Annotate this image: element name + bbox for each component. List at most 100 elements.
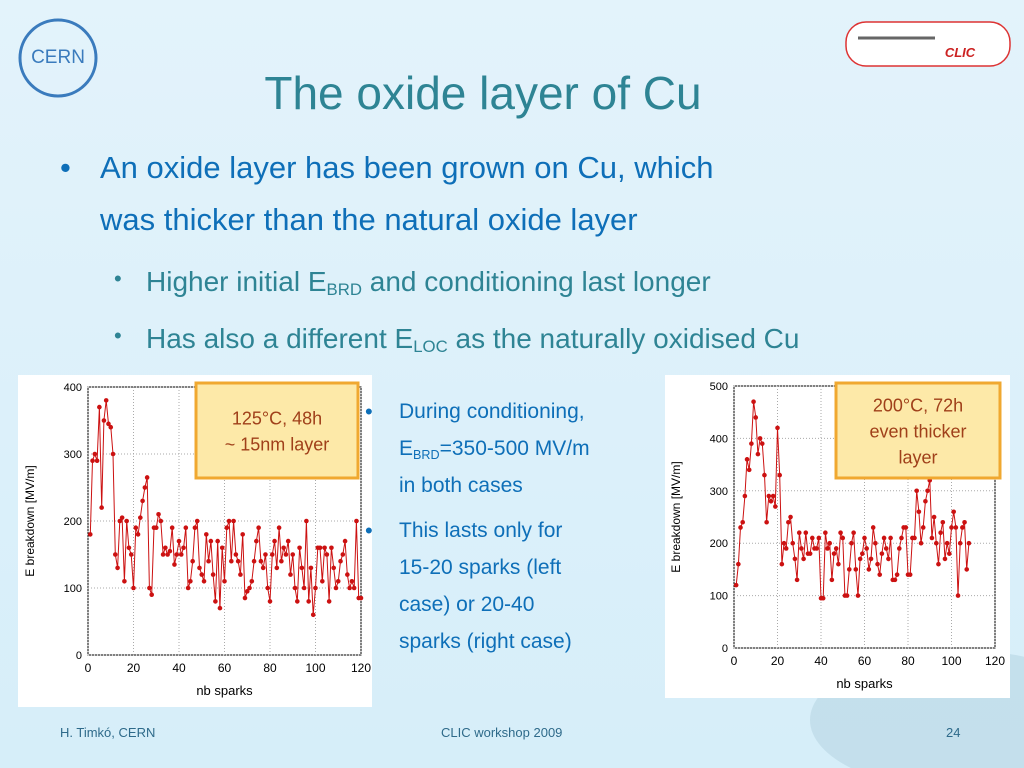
data-point — [788, 514, 793, 520]
data-point — [831, 551, 837, 556]
data-point — [110, 451, 116, 457]
data-point — [144, 475, 150, 480]
data-point — [131, 585, 136, 591]
data-point — [781, 540, 787, 546]
data-point — [936, 561, 941, 567]
data-point — [770, 493, 776, 499]
annotation: ~ 15nm layer — [225, 435, 330, 455]
x-tick-label: 20 — [771, 654, 785, 668]
data-point — [925, 488, 930, 494]
cern-logo-ring — [18, 18, 98, 98]
data-point — [792, 556, 798, 562]
sub-bullet: • Higher initial EBRD and conditioning la… — [114, 266, 711, 300]
clic-logo-text: CLIC — [945, 45, 976, 60]
data-point — [326, 599, 332, 604]
y-tick-label: 0 — [76, 650, 82, 662]
data-point — [272, 538, 277, 544]
footer-page: 24 — [946, 725, 960, 740]
data-point — [188, 579, 193, 584]
data-point — [115, 565, 120, 571]
data-point — [279, 558, 284, 564]
side-text: in both cases — [399, 467, 523, 504]
data-point — [254, 538, 259, 544]
data-point — [929, 535, 935, 541]
data-point — [251, 558, 257, 564]
sub-bullet: • Has also a different ELOC as the natura… — [114, 323, 799, 357]
data-point — [912, 535, 917, 541]
data-point — [794, 577, 800, 583]
annotation-box — [194, 381, 360, 480]
data-point — [229, 558, 234, 564]
data-point — [349, 579, 355, 584]
data-point — [849, 540, 854, 546]
data-point — [790, 540, 796, 546]
data-point — [233, 552, 239, 557]
data-point — [208, 538, 214, 544]
data-point — [814, 546, 819, 551]
x-tick-label: 40 — [172, 661, 186, 675]
data-point — [840, 535, 846, 541]
data-point — [324, 552, 330, 557]
data-point — [801, 556, 806, 562]
data-point — [97, 404, 102, 410]
data-point — [768, 498, 774, 504]
data-point — [944, 540, 950, 546]
data-point — [285, 538, 291, 544]
data-point — [870, 525, 876, 530]
data-point — [931, 514, 937, 520]
data-point — [962, 519, 967, 525]
data-point — [733, 582, 739, 588]
data-point — [875, 561, 880, 567]
data-point — [163, 545, 168, 551]
data-point — [181, 545, 186, 551]
data-point — [308, 565, 314, 571]
text: sparks (right case) — [399, 630, 572, 653]
data-point — [955, 593, 961, 598]
text: An oxide layer has been grown on Cu, whi… — [100, 150, 714, 185]
data-point — [777, 472, 782, 478]
data-point — [329, 545, 334, 551]
data-point — [860, 551, 865, 556]
data-point — [224, 525, 230, 530]
data-point — [149, 592, 154, 597]
data-point — [231, 518, 236, 524]
data-point — [766, 493, 772, 499]
y-tick-label: 200 — [64, 516, 82, 528]
data-point — [949, 525, 954, 530]
data-point — [829, 577, 835, 583]
y-tick-label: 500 — [710, 381, 728, 393]
text: and conditioning last longer — [361, 266, 711, 297]
text: H. Timkó, CERN — [60, 725, 156, 740]
side-text: 15-20 sparks (left — [399, 549, 561, 586]
data-point — [823, 530, 828, 536]
data-point — [779, 561, 785, 567]
data-point — [183, 525, 189, 530]
data-point — [101, 418, 107, 423]
data-point — [736, 561, 741, 567]
data-point — [857, 556, 863, 562]
data-point — [335, 579, 341, 584]
data-point — [825, 546, 830, 551]
x-tick-label: 100 — [305, 661, 325, 675]
y-tick-label: 400 — [64, 382, 82, 394]
text: =350-500 MV/m — [439, 437, 590, 460]
bullet: • — [365, 399, 373, 424]
y-tick-label: 100 — [710, 591, 728, 603]
data-point — [846, 567, 852, 572]
data-point — [916, 509, 922, 515]
x-tick-label: 0 — [731, 654, 738, 668]
data-point — [283, 552, 289, 557]
data-point — [99, 505, 104, 510]
data-point — [108, 424, 114, 430]
data-point — [140, 498, 145, 504]
data-point — [333, 585, 339, 591]
data-point — [158, 518, 164, 524]
data-point — [269, 552, 275, 557]
data-point — [138, 515, 143, 520]
data-point — [267, 599, 273, 604]
data-point — [301, 585, 307, 591]
data-point — [192, 525, 198, 530]
data-point — [119, 515, 125, 520]
data-point — [133, 525, 139, 530]
data-point — [210, 572, 216, 577]
